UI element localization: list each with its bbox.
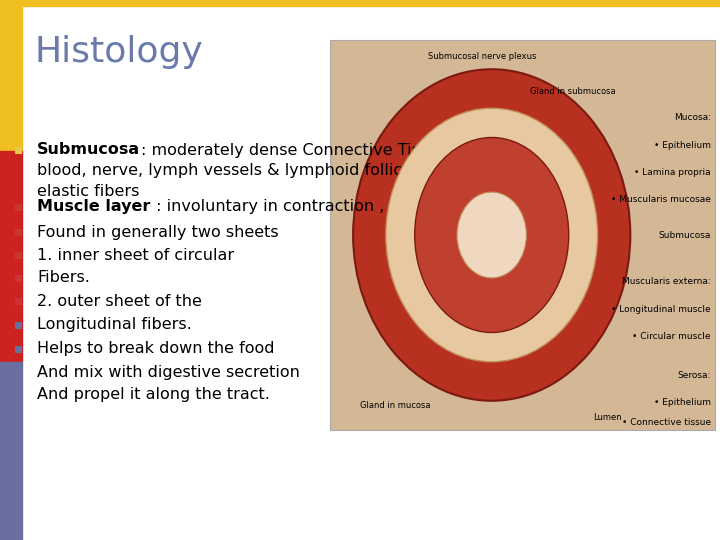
Text: Fibers.: Fibers. [37,271,90,286]
Text: Lumen: Lumen [593,413,621,422]
Bar [330,40,715,430]
Text: Found in generally two sheets: Found in generally two sheets [37,225,279,240]
Bar [15,298,22,305]
Bar [15,252,22,259]
Text: elastic fibers: elastic fibers [37,185,140,199]
Text: And propel it along the tract.: And propel it along the tract. [37,388,270,402]
Bar [15,392,22,399]
Text: • Muscularis mucosae: • Muscularis mucosae [611,195,711,205]
Bar [0,0,22,151]
Bar [15,228,22,235]
Bar [15,204,22,211]
Text: Submucosa: Submucosa [37,143,140,158]
Ellipse shape [457,192,526,278]
Text: • Lamina propria: • Lamina propria [634,168,711,177]
Bar [15,368,22,375]
Text: • Longitudinal muscle: • Longitudinal muscle [611,305,711,314]
Text: • Circular muscle: • Circular muscle [632,332,711,341]
Text: Histology: Histology [35,35,204,69]
Text: • Epithelium: • Epithelium [654,141,711,150]
Ellipse shape [386,108,598,362]
Text: blood, nerve, lymph vessels & lymphoid follicles; rich in: blood, nerve, lymph vessels & lymphoid f… [37,164,485,179]
Bar [15,321,22,328]
Bar [15,346,22,353]
Bar [15,146,22,153]
Text: Serosa:: Serosa: [678,371,711,380]
Text: • Epithelium: • Epithelium [654,398,711,407]
Bar [0,0,720,6]
Text: Muscularis externa:: Muscularis externa: [622,278,711,286]
Text: : moderately dense Connective Tissue with: : moderately dense Connective Tissue wit… [141,143,487,158]
Ellipse shape [353,69,630,401]
Text: Longitudinal fibers.: Longitudinal fibers. [37,318,192,333]
Bar [0,362,22,540]
Text: Gland in mucosa: Gland in mucosa [360,402,431,410]
Text: And mix with digestive secretion: And mix with digestive secretion [37,364,300,380]
Text: Submucosa: Submucosa [659,231,711,240]
Text: Muscle layer: Muscle layer [37,199,150,214]
Text: 1. inner sheet of circular: 1. inner sheet of circular [37,247,234,262]
Bar [0,151,22,362]
Text: Helps to break down the food: Helps to break down the food [37,341,274,356]
Text: : involuntary in contraction ,: : involuntary in contraction , [151,199,384,214]
Text: • Connective tissue: • Connective tissue [622,418,711,427]
Text: Mucosa:: Mucosa: [674,113,711,123]
Ellipse shape [415,138,569,333]
Text: 2. outer sheet of the: 2. outer sheet of the [37,294,202,308]
Bar [15,274,22,281]
Text: Submucosal nerve plexus: Submucosal nerve plexus [428,52,536,60]
Text: Gland in submucosa: Gland in submucosa [530,87,616,96]
